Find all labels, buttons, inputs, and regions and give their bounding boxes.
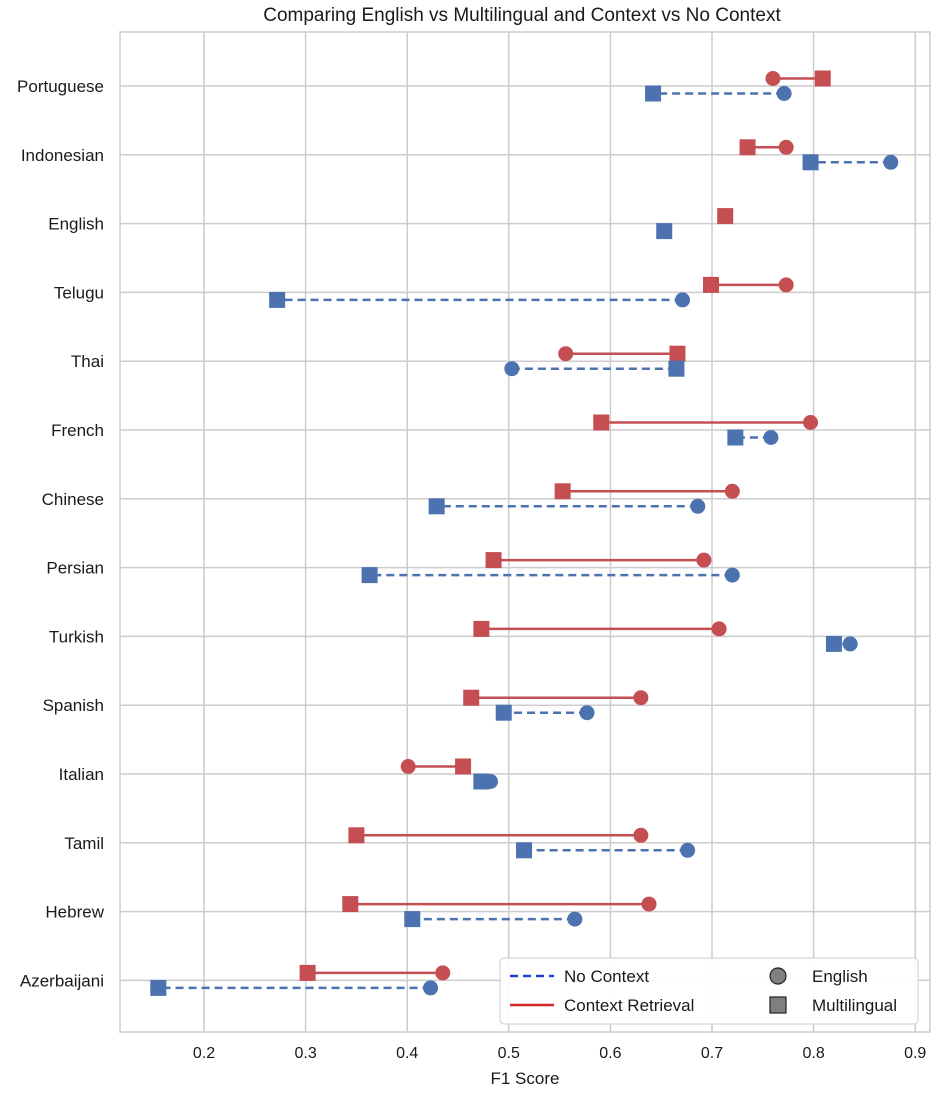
category-label: Italian: [59, 765, 104, 784]
context-english-point: [558, 346, 574, 362]
no-context-english-point: [680, 842, 696, 858]
category-label: Indonesian: [21, 146, 104, 165]
x-tick-label: 0.3: [294, 1045, 316, 1062]
context-english-point: [633, 690, 649, 706]
context-multilingual-point: [554, 483, 571, 500]
no-context-english-point: [579, 705, 595, 721]
no-context-english-point: [675, 292, 691, 308]
context-english-point: [641, 896, 657, 912]
context-english-point: [633, 827, 649, 843]
chart-title: Comparing English vs Multilingual and Co…: [263, 5, 781, 26]
x-axis-label: F1 Score: [491, 1069, 560, 1088]
x-tick-label: 0.8: [802, 1045, 824, 1062]
no-context-multilingual-point: [361, 567, 378, 584]
no-context-english-point: [724, 567, 740, 583]
data-layer: [150, 70, 899, 996]
context-english-point: [711, 621, 727, 637]
category-label: Turkish: [49, 627, 104, 646]
no-context-english-point: [763, 430, 779, 445]
x-tick-labels: 0.2 0.3 0.4 0.5 0.6 0.7 0.8 0.9: [193, 1045, 927, 1062]
context-english-point: [803, 415, 819, 430]
context-english-point: [696, 552, 712, 568]
category-label: Azerbaijani: [20, 971, 104, 990]
legend-english-marker: [769, 967, 787, 985]
category-label: Thai: [71, 352, 104, 371]
category-label: Telugu: [54, 283, 104, 302]
no-context-english-point: [883, 154, 899, 170]
x-tick-label: 0.4: [396, 1045, 418, 1062]
category-label: Portuguese: [17, 77, 104, 96]
legend-no-context-label: No Context: [564, 967, 649, 986]
no-context-multilingual-point: [727, 429, 744, 446]
x-tick-label: 0.9: [904, 1045, 926, 1062]
legend-multilingual-label: Multilingual: [812, 996, 897, 1015]
legend-frame: [499, 957, 919, 1025]
plot-area: [119, 31, 931, 1033]
no-context-multilingual-point: [656, 223, 673, 240]
category-label: Hebrew: [45, 903, 104, 922]
x-tick-label: 0.7: [701, 1045, 723, 1062]
category-label: Persian: [46, 559, 104, 578]
no-context-english-point: [842, 636, 858, 652]
context-english-point: [724, 483, 740, 499]
no-context-multilingual-point: [473, 773, 490, 790]
category-label: English: [48, 215, 104, 234]
no-context-multilingual-point: [802, 154, 819, 171]
no-context-multilingual-point: [645, 85, 662, 102]
no-context-multilingual-point: [428, 498, 445, 515]
context-multilingual-point: [593, 414, 610, 431]
no-context-english-point: [690, 498, 706, 514]
context-multilingual-point: [814, 70, 831, 87]
context-multilingual-point: [485, 552, 502, 569]
context-multilingual-point: [342, 896, 359, 913]
context-multilingual-point: [473, 620, 490, 637]
context-multilingual-point: [669, 345, 686, 362]
no-context-multilingual-point: [404, 911, 421, 928]
category-label: French: [51, 421, 104, 440]
context-english-point: [765, 71, 781, 86]
context-multilingual-point: [299, 964, 316, 981]
legend-english-label: English: [812, 967, 868, 986]
no-context-english-point: [776, 86, 792, 101]
legend-multilingual-marker: [769, 996, 787, 1014]
category-label: Spanish: [43, 696, 104, 715]
x-tick-label: 0.2: [193, 1045, 215, 1062]
context-multilingual-point: [463, 689, 480, 706]
no-context-multilingual-point: [269, 291, 286, 308]
no-context-multilingual-point: [825, 635, 842, 652]
legend: No Context Context Retrieval English Mul…: [499, 957, 919, 1025]
category-labels: Portuguese Indonesian English Telugu Thai Fre…: [17, 77, 105, 990]
context-english-point: [778, 139, 794, 155]
no-context-multilingual-point: [150, 979, 167, 996]
context-english-point: [435, 965, 451, 981]
no-context-english-point: [504, 361, 520, 377]
category-label: Tamil: [64, 834, 104, 853]
context-english-point: [778, 277, 794, 293]
context-multilingual-point: [455, 758, 472, 775]
context-english-point: [400, 759, 416, 774]
context-multilingual-point: [739, 139, 756, 156]
legend-context-label: Context Retrieval: [564, 996, 694, 1015]
context-multilingual-point: [717, 208, 734, 225]
no-context-multilingual-point: [495, 704, 512, 721]
context-multilingual-point: [702, 276, 719, 293]
context-multilingual-point: [348, 827, 365, 844]
no-context-multilingual-point: [516, 842, 533, 859]
no-context-multilingual-point: [668, 360, 685, 377]
x-tick-label: 0.5: [498, 1045, 520, 1062]
no-context-english-point: [567, 911, 583, 927]
category-label: Chinese: [42, 490, 104, 509]
no-context-english-point: [423, 980, 439, 996]
x-tick-label: 0.6: [599, 1045, 621, 1062]
